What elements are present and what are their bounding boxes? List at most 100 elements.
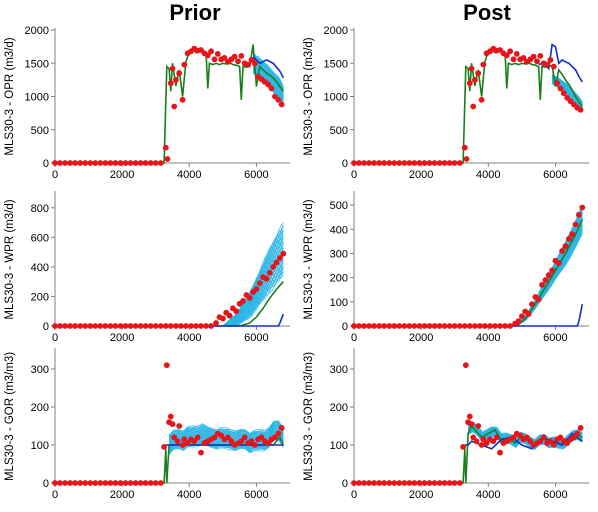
observed-point — [127, 323, 134, 329]
observed-point — [137, 480, 144, 486]
y-tick-label: 500 — [330, 200, 348, 212]
ensemble-line — [168, 422, 284, 440]
observed-point — [351, 160, 357, 166]
observed-point — [366, 323, 372, 329]
observed-point — [510, 434, 517, 441]
observed-point — [554, 80, 560, 87]
ensemble-line — [252, 53, 284, 87]
observed-point — [356, 480, 362, 486]
ensemble-line — [168, 421, 284, 437]
observed-point — [472, 323, 478, 329]
x-tick-label: 6000 — [244, 489, 268, 501]
observed-point — [562, 243, 569, 250]
observed-point — [72, 480, 78, 486]
observed-point — [280, 250, 287, 257]
observed-point — [436, 160, 443, 166]
observed-point — [157, 160, 164, 166]
observed-point — [566, 236, 572, 242]
observed-point — [446, 323, 453, 329]
observed-point — [421, 480, 428, 486]
x-tick-label: 4000 — [476, 489, 500, 501]
observed-point — [82, 160, 89, 166]
observed-point — [107, 323, 114, 329]
observed-point — [513, 51, 520, 57]
observed-point — [117, 160, 124, 166]
observed-point — [416, 160, 423, 166]
observed-point — [401, 160, 408, 166]
y-tick-label: 300 — [330, 364, 348, 376]
observed-point — [441, 323, 448, 329]
observed-point — [246, 295, 253, 301]
observed-point — [507, 323, 513, 329]
ensemble-line — [514, 209, 583, 327]
y-axis-label: MLS30-3 - OPR (m3/d) — [4, 37, 16, 155]
ensemble-lines — [514, 204, 583, 327]
observed-point — [431, 323, 438, 329]
observed-point — [421, 323, 428, 329]
observed-point — [502, 323, 508, 329]
observed-point — [574, 430, 581, 437]
observed-point — [238, 53, 245, 59]
observed-point — [132, 480, 139, 486]
observed-point — [376, 323, 383, 329]
observed-point — [112, 323, 119, 329]
observed-point — [559, 248, 565, 254]
observed-point — [436, 480, 443, 486]
observed-point — [122, 323, 129, 329]
x-tick-label: 0 — [52, 332, 58, 344]
observed-point — [169, 65, 176, 72]
observed-point — [97, 323, 104, 329]
observed-point — [235, 58, 241, 65]
observed-point — [169, 421, 176, 427]
y-tick-label: 200 — [330, 402, 348, 414]
observed-point — [241, 434, 248, 441]
observed-point — [112, 160, 119, 166]
observed-point — [466, 323, 473, 329]
observed-point — [97, 160, 104, 166]
observed-point — [240, 298, 246, 304]
observed-point — [228, 438, 235, 445]
observed-point — [356, 160, 362, 166]
observed-point — [57, 323, 63, 329]
observed-point — [275, 96, 282, 103]
y-tick-label: 300 — [330, 248, 348, 260]
observed-point — [472, 77, 478, 83]
observed-point — [391, 160, 398, 166]
observed-point — [386, 323, 393, 329]
observed-point — [510, 56, 517, 63]
observed-point — [102, 323, 109, 329]
observed-point — [82, 323, 89, 329]
observed-point — [203, 323, 210, 329]
observed-point — [371, 160, 377, 166]
observed-point — [468, 65, 475, 72]
observed-point — [204, 52, 211, 59]
observed-point — [547, 57, 554, 63]
observed-point — [527, 438, 534, 445]
y-tick-label: 200 — [31, 291, 49, 303]
observed-point — [67, 323, 73, 329]
chart-post-opr: 0 2000 4000 6000 0 500 1000 1500 2000 MLS30-3 - O… — [303, 25, 589, 181]
observed-point — [376, 480, 383, 486]
observed-point — [542, 277, 549, 283]
observed-point — [277, 255, 283, 261]
observed-point — [577, 106, 584, 113]
observed-point — [431, 160, 438, 166]
observed-point — [52, 323, 58, 329]
observed-point — [451, 480, 458, 486]
observed-point — [231, 53, 238, 60]
observed-point — [265, 440, 272, 446]
observed-point — [391, 480, 398, 486]
observed-point — [475, 423, 482, 429]
observed-point — [482, 323, 488, 329]
observed-point — [157, 480, 164, 486]
ensemble-line — [253, 56, 284, 89]
observed-point — [490, 438, 497, 445]
observed-point — [164, 156, 171, 162]
observed-point — [426, 160, 433, 166]
observed-point — [406, 323, 413, 329]
observed-point — [171, 434, 178, 441]
observed-point — [167, 413, 174, 420]
observed-point — [550, 442, 557, 448]
observed-point — [225, 434, 231, 441]
observed-point — [361, 323, 367, 329]
